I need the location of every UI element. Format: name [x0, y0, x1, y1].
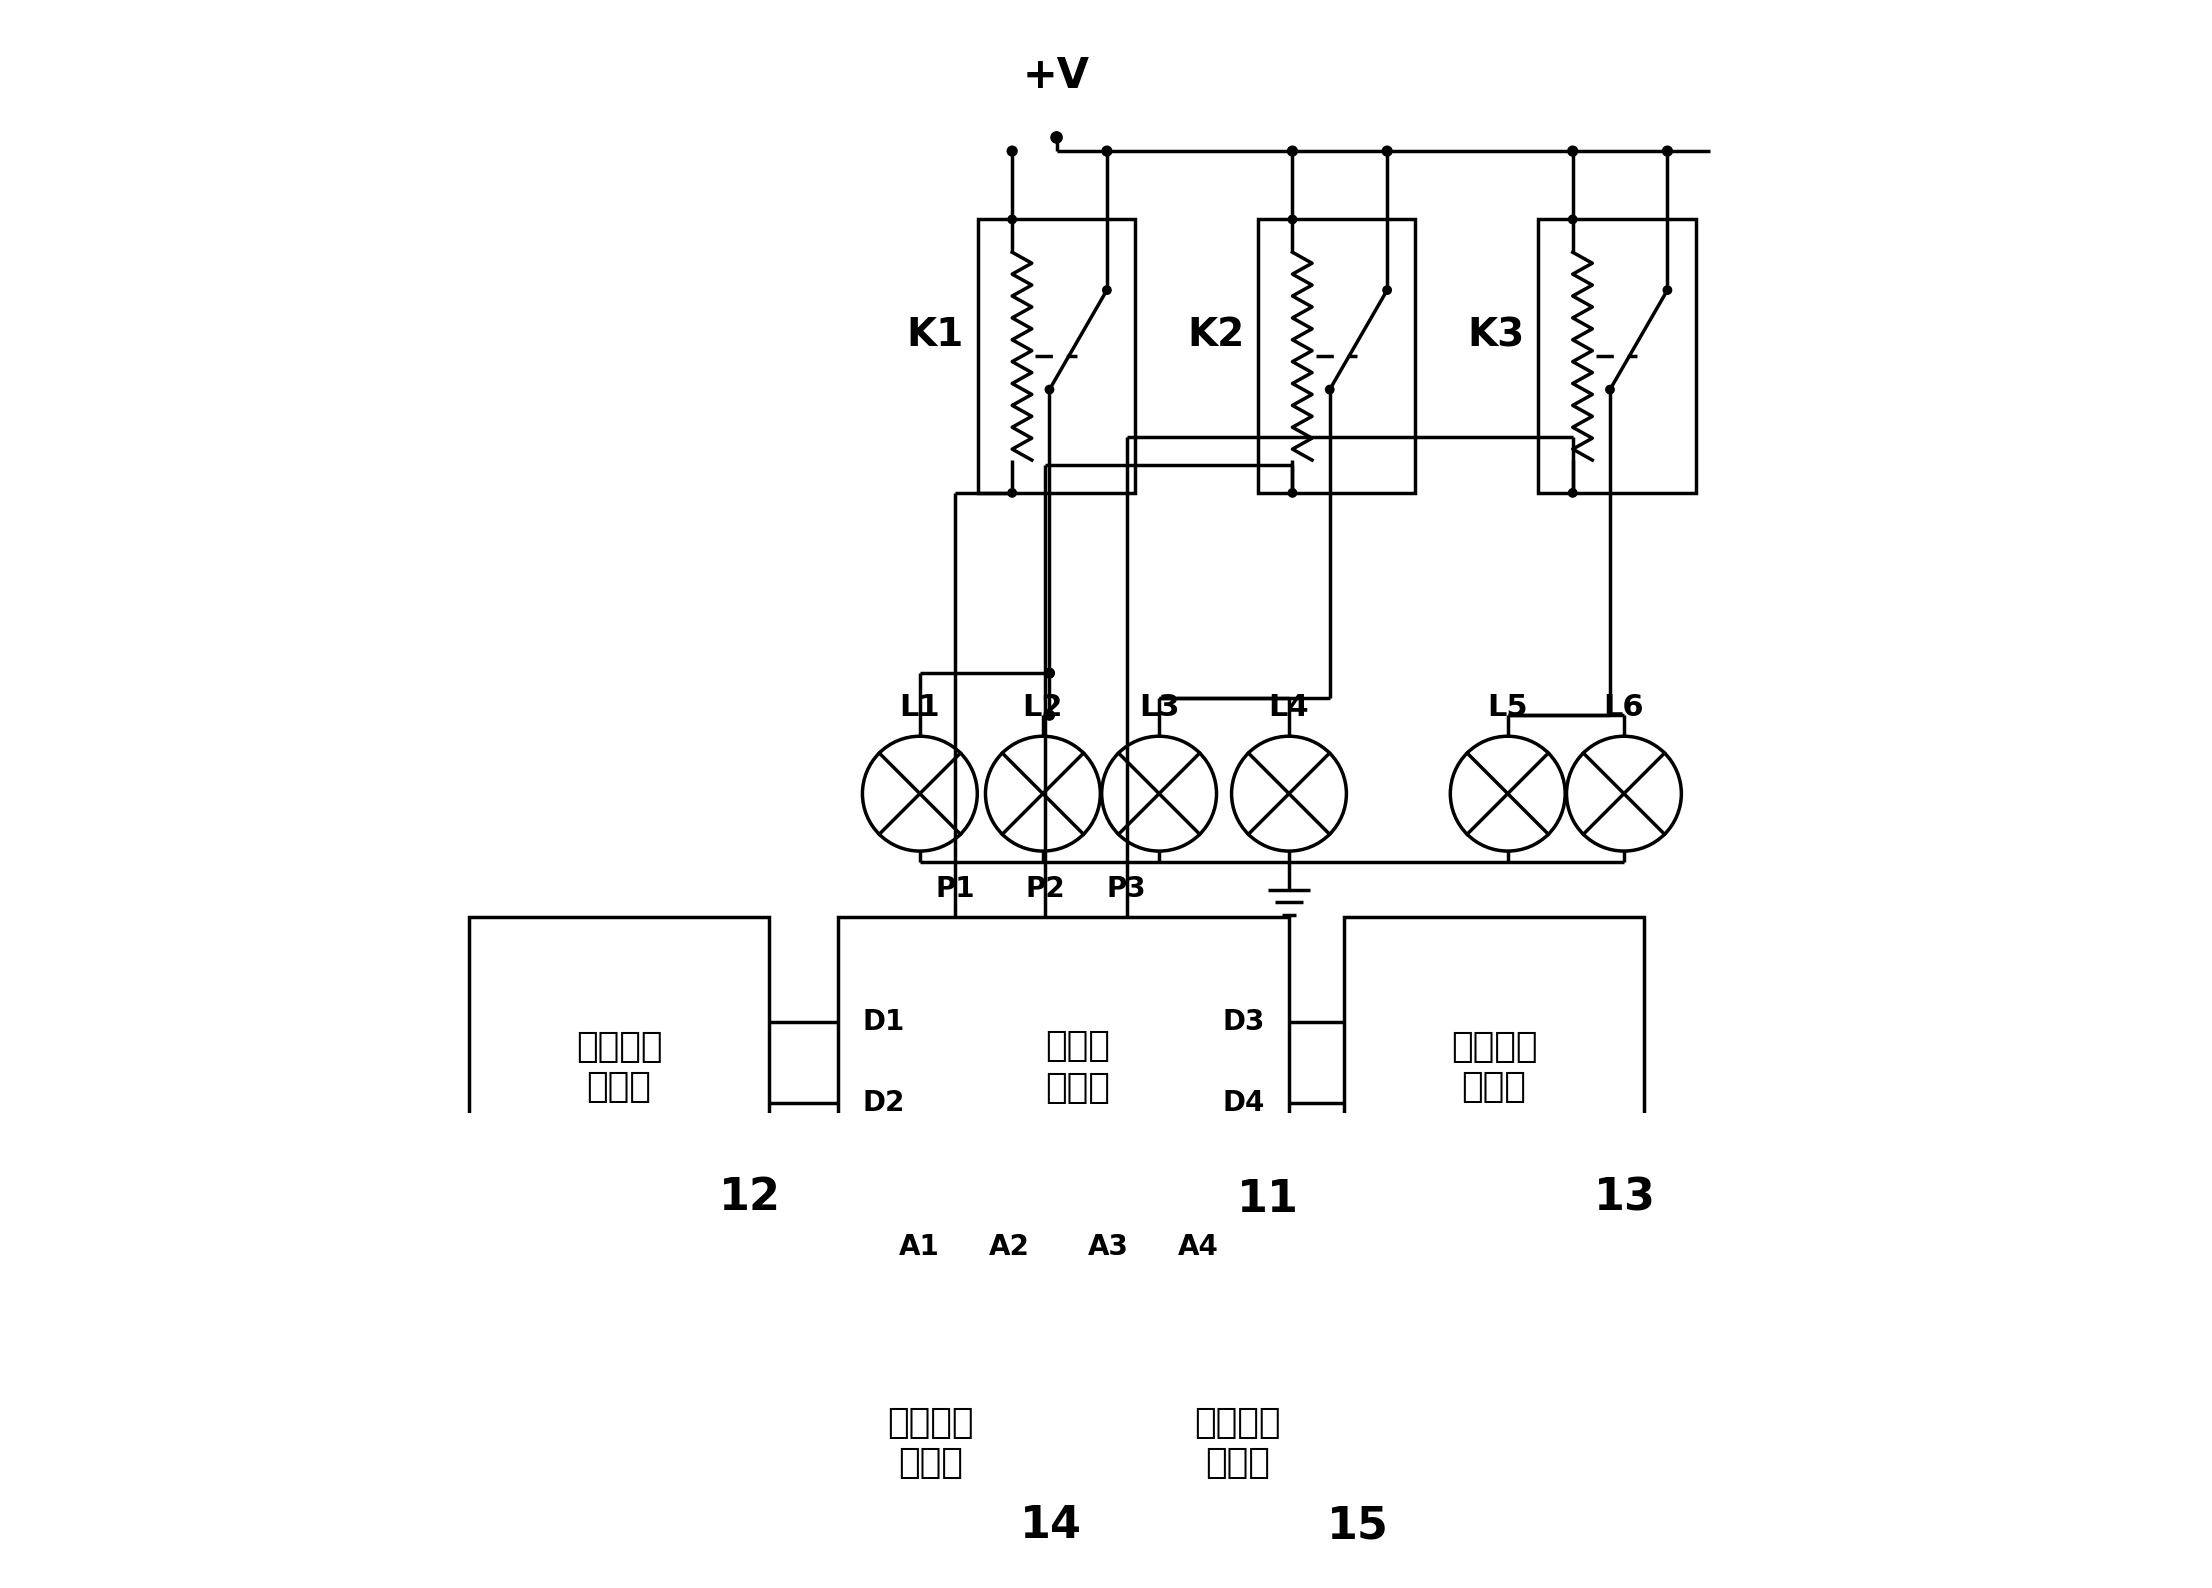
- Circle shape: [1009, 216, 1015, 224]
- Circle shape: [1044, 669, 1055, 678]
- Text: D2: D2: [863, 1089, 905, 1118]
- Circle shape: [1102, 146, 1113, 156]
- Text: 后光强检: 后光强检: [1451, 1031, 1537, 1064]
- Circle shape: [1325, 386, 1334, 394]
- Text: P3: P3: [1106, 875, 1146, 902]
- Text: 14: 14: [1020, 1504, 1082, 1547]
- Bar: [1259, 219, 1416, 492]
- Text: D4: D4: [1221, 1089, 1265, 1118]
- Circle shape: [1568, 489, 1577, 497]
- Text: K1: K1: [907, 316, 964, 354]
- Text: L1: L1: [900, 694, 940, 723]
- Circle shape: [1287, 146, 1298, 156]
- Bar: [790, 1340, 1071, 1545]
- Circle shape: [1046, 386, 1053, 394]
- Circle shape: [1663, 286, 1672, 294]
- Circle shape: [1382, 146, 1391, 156]
- Circle shape: [1102, 286, 1110, 294]
- Text: K3: K3: [1467, 316, 1524, 354]
- Text: 前光强检: 前光强检: [575, 1031, 661, 1064]
- Text: L6: L6: [1604, 694, 1644, 723]
- Text: L2: L2: [1022, 694, 1064, 723]
- Text: 前雷达测: 前雷达测: [887, 1407, 973, 1440]
- Bar: [838, 916, 1290, 1218]
- Text: +V: +V: [1024, 56, 1091, 97]
- Text: A2: A2: [989, 1232, 1031, 1261]
- Text: D3: D3: [1221, 1008, 1265, 1035]
- Circle shape: [1568, 146, 1577, 156]
- Circle shape: [1382, 286, 1391, 294]
- Text: 车灯控: 车灯控: [1044, 1029, 1110, 1062]
- Circle shape: [1287, 216, 1296, 224]
- Text: A1: A1: [898, 1232, 940, 1261]
- Circle shape: [1663, 146, 1672, 156]
- Text: 12: 12: [719, 1177, 781, 1220]
- Text: 距模块: 距模块: [1206, 1445, 1270, 1480]
- Circle shape: [1006, 146, 1018, 156]
- Text: D1: D1: [863, 1008, 905, 1035]
- Circle shape: [1044, 710, 1055, 719]
- Circle shape: [1287, 489, 1296, 497]
- Circle shape: [1568, 216, 1577, 224]
- Text: L5: L5: [1486, 694, 1528, 723]
- Text: 测模块: 测模块: [1462, 1070, 1526, 1104]
- Bar: [469, 916, 770, 1218]
- Text: 后雷达测: 后雷达测: [1194, 1407, 1281, 1440]
- Text: 11: 11: [1237, 1178, 1298, 1221]
- Text: A4: A4: [1179, 1232, 1219, 1261]
- Text: K2: K2: [1188, 316, 1243, 354]
- Circle shape: [1051, 132, 1062, 143]
- Circle shape: [1606, 386, 1615, 394]
- Circle shape: [1009, 489, 1015, 497]
- Text: L3: L3: [1139, 694, 1179, 723]
- Bar: [1540, 219, 1697, 492]
- Text: L4: L4: [1270, 694, 1310, 723]
- Bar: [1097, 1340, 1378, 1545]
- Bar: [978, 219, 1135, 492]
- Text: 15: 15: [1327, 1504, 1389, 1547]
- Text: 13: 13: [1595, 1177, 1657, 1220]
- Text: P1: P1: [936, 875, 975, 902]
- Text: A3: A3: [1088, 1232, 1128, 1261]
- Bar: [1343, 916, 1644, 1218]
- Text: 测模块: 测模块: [586, 1070, 653, 1104]
- Text: 距模块: 距模块: [898, 1445, 962, 1480]
- Text: P2: P2: [1026, 875, 1066, 902]
- Text: 制模块: 制模块: [1044, 1072, 1110, 1105]
